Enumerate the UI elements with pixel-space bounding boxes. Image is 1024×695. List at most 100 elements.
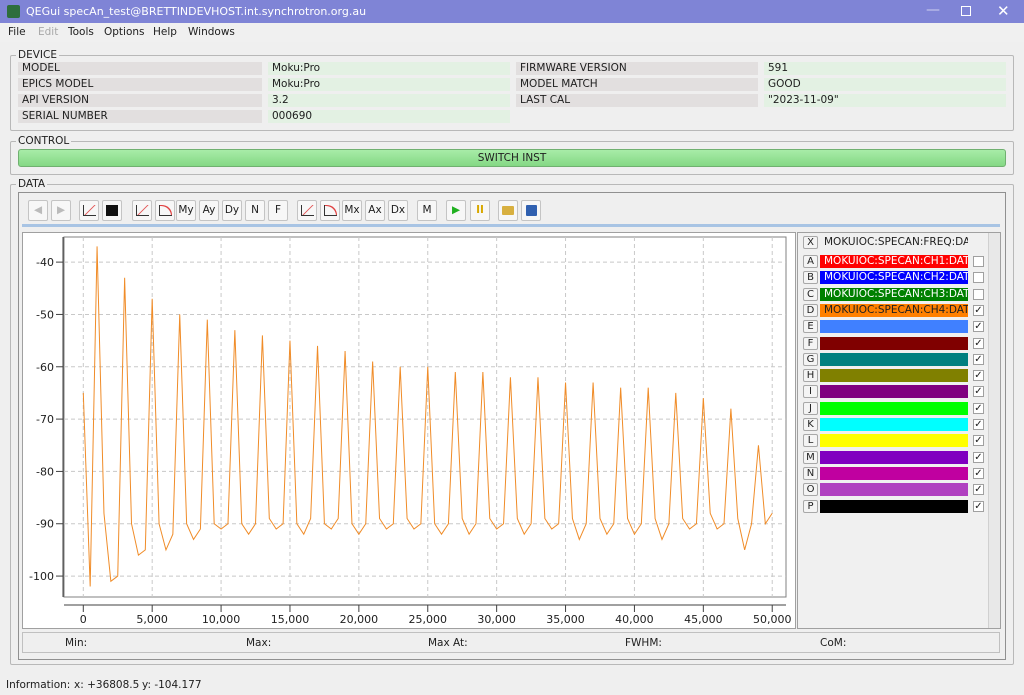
play-button[interactable]: ▶ [446,200,466,221]
channel-letter[interactable]: B [803,271,818,285]
maximize-button[interactable] [961,6,971,16]
stats-bar [22,632,1000,653]
x-tick-label: 25,000 [409,613,448,626]
x-tick-label: 10,000 [202,613,241,626]
channel-letter[interactable]: F [803,336,818,350]
group-title: CONTROL [16,135,72,147]
channel-letter[interactable]: I [803,385,818,399]
channel-letter[interactable]: H [803,369,818,383]
linear-button[interactable] [132,200,152,221]
dark-plot-button[interactable] [102,200,122,221]
menu-item[interactable]: Windows [188,26,235,38]
stat-label: Max At: [428,637,468,649]
channel-checkbox[interactable]: ✓ [973,386,984,398]
toolbar-button[interactable]: Mx [342,200,362,221]
forward-button: ▶ [51,200,71,221]
x-tick-label: 50,000 [753,613,792,626]
title-bar: QEGui specAn_test@BRETTINDEVHOST.int.syn… [0,0,1024,23]
channel-letter[interactable]: D [803,303,818,317]
channel-checkbox[interactable]: ✓ [973,304,984,316]
menu-item[interactable]: Tools [68,26,94,38]
plot-area [22,232,796,629]
toolbar-button[interactable]: N [245,200,265,221]
device-value: GOOD [764,78,1006,91]
channel-letter[interactable]: N [803,466,818,480]
window-title: QEGui specAn_test@BRETTINDEVHOST.int.syn… [26,5,367,18]
menu-item[interactable]: Help [153,26,177,38]
channel-letter[interactable]: K [803,418,818,431]
x-tick-label: 0 [80,613,87,626]
toolbar-button[interactable]: Ay [199,200,219,221]
channel-label [820,434,968,448]
channel-checkbox[interactable]: ✓ [973,467,984,479]
menu-item[interactable]: Options [104,26,145,38]
stat-label: Max: [246,637,272,649]
channel-label [820,499,968,513]
x-tick-label: 40,000 [615,613,654,626]
x-linear-button[interactable] [297,200,317,221]
x-tick-label: 15,000 [271,613,310,626]
scrollbar[interactable] [988,233,1000,628]
plot-border [63,236,787,598]
channel-checkbox[interactable]: ✓ [973,370,984,382]
channel-letter[interactable]: A [803,255,818,268]
minimize-button[interactable]: — [926,2,940,18]
channel-label [820,466,968,480]
open-button[interactable] [498,200,518,221]
channel-letter[interactable]: J [803,401,818,415]
channel-checkbox[interactable]: ✓ [973,321,984,333]
channel-letter[interactable]: G [803,352,818,366]
switch-inst-button[interactable]: SWITCH INST [18,149,1006,167]
channel-letter[interactable]: C [803,287,818,301]
log-button[interactable] [155,200,175,221]
toolbar-button[interactable]: Ax [365,200,385,221]
close-button[interactable]: ✕ [997,2,1010,20]
device-label: FIRMWARE VERSION [516,62,758,75]
y-tick-label: -40 [36,256,54,269]
device-label: MODEL [18,62,262,75]
toolbar-button[interactable]: Dx [388,200,408,221]
channel-letter[interactable]: P [803,499,818,513]
channel-label [820,418,968,431]
y-tick-label: -60 [36,361,54,374]
channel-checkbox[interactable] [973,288,984,300]
channel-letter[interactable]: X [803,236,818,249]
toolbar-button[interactable]: My [176,200,196,221]
channel-label [820,401,968,415]
channel-letter[interactable]: E [803,320,818,334]
x-tick-label: 30,000 [477,613,516,626]
save-button[interactable] [521,200,541,221]
channel-label [820,352,968,366]
device-label: API VERSION [18,94,262,107]
channel-checkbox[interactable]: ✓ [973,419,984,430]
channel-checkbox[interactable]: ✓ [973,500,984,512]
channel-checkbox[interactable] [973,272,984,284]
channel-letter[interactable]: M [803,450,818,464]
back-button: ◀ [28,200,48,221]
channel-checkbox[interactable]: ✓ [973,451,984,463]
device-value: Moku:Pro [268,78,510,91]
toolbar-button[interactable]: M [417,200,437,221]
channel-letter[interactable]: L [803,434,818,448]
menu-item[interactable]: File [8,26,26,38]
channel-checkbox[interactable] [973,256,984,267]
toolbar-button[interactable]: F [268,200,288,221]
channel-checkbox[interactable]: ✓ [973,353,984,365]
device-value: "2023-11-09" [764,94,1006,107]
pause-button[interactable]: II [470,200,490,221]
plot-icon-button[interactable] [79,200,99,221]
plot-frame [18,192,1006,660]
channel-checkbox[interactable]: ✓ [973,484,984,496]
channel-label: MOKUIOC:SPECAN:CH4:DATA [820,303,968,317]
x-tick-label: 35,000 [546,613,585,626]
x-tick-label: 5,000 [136,613,168,626]
device-label: EPICS MODEL [18,78,262,91]
y-tick-label: -80 [36,465,54,478]
toolbar-button[interactable]: Dy [222,200,242,221]
x-log-button[interactable] [320,200,340,221]
channel-checkbox[interactable]: ✓ [973,435,984,447]
channel-letter[interactable]: O [803,483,818,497]
channel-checkbox[interactable]: ✓ [973,402,984,414]
stat-label: Min: [65,637,88,649]
channel-checkbox[interactable]: ✓ [973,337,984,349]
